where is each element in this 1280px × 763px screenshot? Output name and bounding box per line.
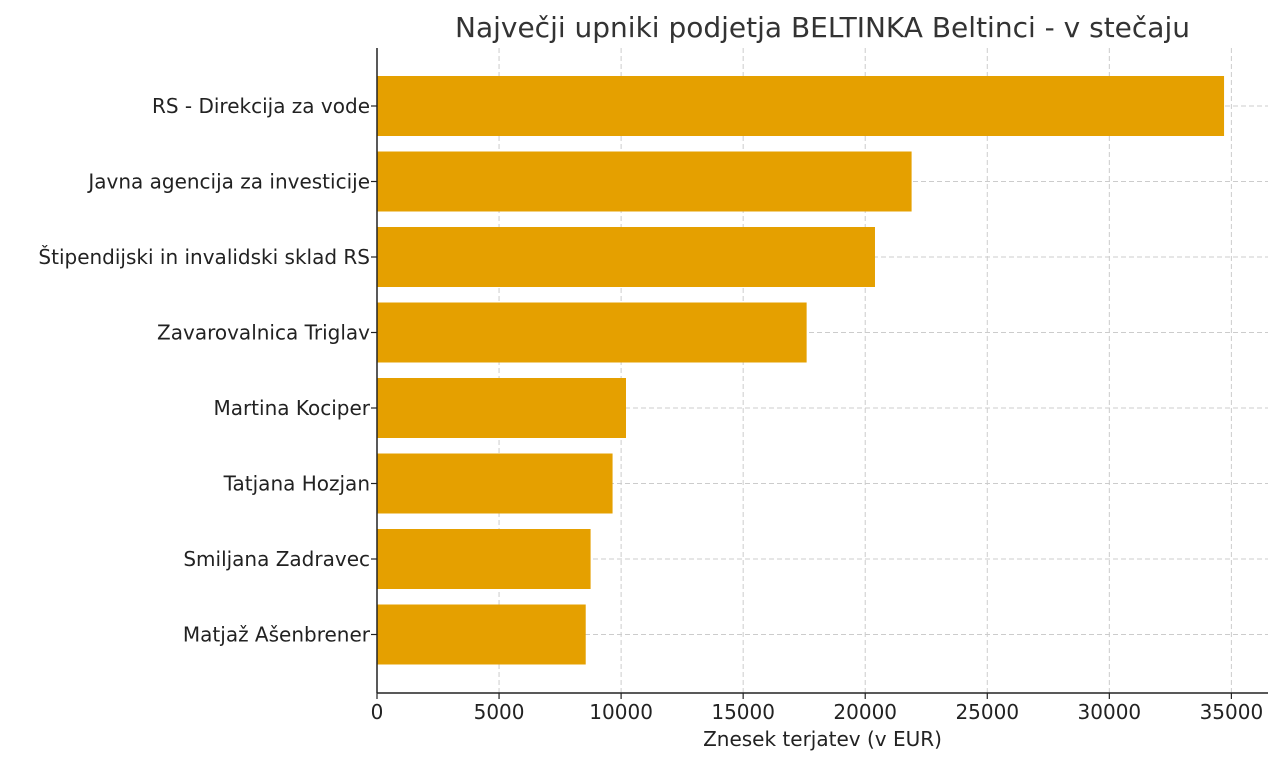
- y-tick-label: Matjaž Ašenbrener: [183, 623, 371, 647]
- y-tick-label: Štipendijski in invalidski sklad RS: [38, 245, 370, 269]
- x-tick-label: 35000: [1200, 700, 1264, 724]
- bar: [377, 604, 586, 665]
- grid-lines: [376, 48, 1268, 693]
- chart-title: Največji upniki podjetja BELTINKA Beltin…: [455, 11, 1190, 44]
- x-tick-label: 25000: [955, 700, 1019, 724]
- y-tick-label: Javna agencija za investicije: [86, 170, 370, 194]
- axes: [371, 48, 1268, 699]
- bar: [377, 227, 875, 287]
- x-tick-labels: 0 5000 10000 15000 20000 25000 30000 35000: [371, 700, 1264, 724]
- y-tick-labels: RS - Direkcija za vode Javna agencija za …: [38, 94, 370, 647]
- bar: [377, 378, 626, 438]
- x-axis-label: Znesek terjatev (v EUR): [703, 727, 942, 751]
- x-tick-label: 0: [371, 700, 384, 724]
- x-tick-label: 10000: [589, 700, 653, 724]
- y-tick-label: Smiljana Zadravec: [183, 547, 370, 571]
- y-tick-label: Martina Kociper: [213, 396, 370, 420]
- bar: [377, 529, 591, 589]
- y-tick-label: RS - Direkcija za vode: [152, 94, 370, 118]
- y-tick-label: Zavarovalnica Triglav: [157, 321, 370, 345]
- x-tick-label: 20000: [833, 700, 897, 724]
- x-tick-label: 15000: [711, 700, 775, 724]
- bar: [377, 76, 1225, 136]
- bar: [377, 151, 912, 212]
- x-tick-label: 30000: [1078, 700, 1142, 724]
- bars: [377, 76, 1225, 665]
- x-tick-label: 5000: [474, 700, 525, 724]
- y-tick-label: Tatjana Hozjan: [223, 472, 370, 496]
- bar: [377, 453, 613, 514]
- bar: [377, 302, 807, 363]
